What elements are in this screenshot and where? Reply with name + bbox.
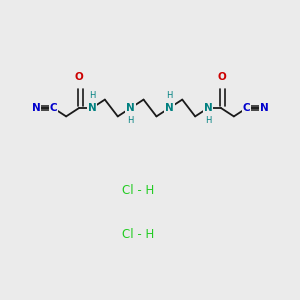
Text: N: N [32,103,40,113]
Text: O: O [217,72,226,82]
Text: H: H [128,116,134,125]
Text: Cl - H: Cl - H [122,184,154,197]
Text: N: N [126,103,135,113]
Text: H: H [89,91,95,100]
Text: N: N [204,103,212,113]
Text: H: H [166,91,172,100]
Text: N: N [260,103,268,113]
Text: H: H [205,116,211,125]
Text: N: N [88,103,96,113]
Text: C: C [50,103,57,113]
Text: O: O [74,72,83,82]
Text: Cl - H: Cl - H [122,227,154,241]
Text: C: C [243,103,250,113]
Text: N: N [165,103,174,113]
